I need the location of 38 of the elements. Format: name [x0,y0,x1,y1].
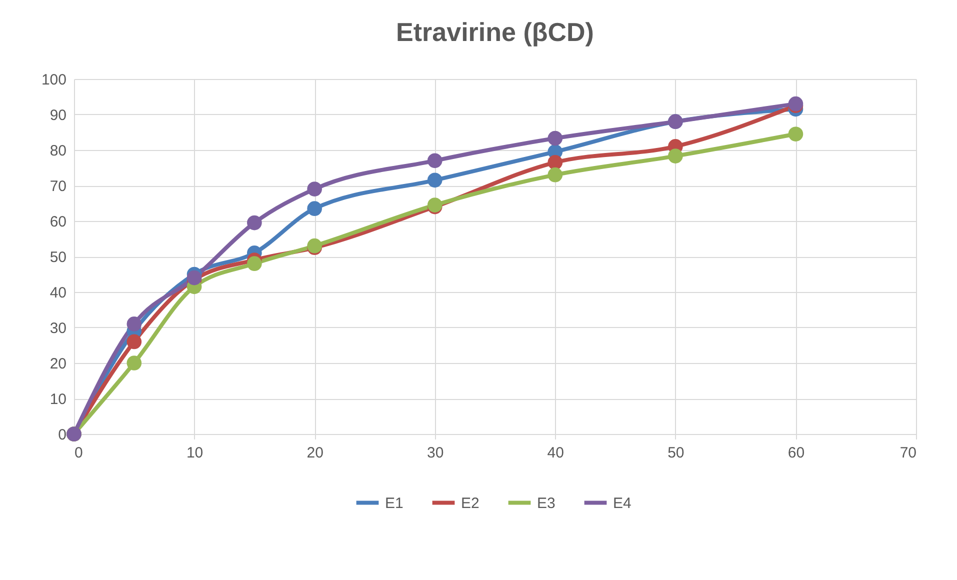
point [427,153,442,168]
x-tick-label: 50 [668,444,684,462]
chart-title: Etravirine (βCD) [396,17,594,47]
point [126,334,142,350]
x-tick-label: 30 [427,444,444,462]
y-tick-label: 20 [50,356,66,372]
point [427,172,442,188]
point [548,130,563,146]
legend-label: E2 [461,494,480,512]
point [548,167,563,182]
x-tick-label: 20 [306,444,324,462]
point [307,182,322,196]
point [548,155,563,170]
y-tick-label: 80 [50,142,66,160]
y-tick-label: 10 [50,391,66,408]
point [668,148,683,164]
point [307,201,322,216]
x-tick-label: 0 [74,444,83,462]
x-tick-label: 40 [547,444,564,462]
y-tick-label: 40 [50,284,66,302]
y-tick-label: 50 [50,249,66,266]
y-tick-label: 90 [50,107,66,124]
legend-label: E3 [537,494,556,512]
point [126,356,142,370]
point [247,256,262,271]
x-tick-label: 70 [900,444,916,462]
y-tick-label: 100 [41,72,66,88]
y-tick-label: 60 [50,214,66,230]
x-tick-label: 60 [788,444,805,462]
legend-label: E4 [613,494,632,512]
y-tick-label: 70 [50,178,66,195]
y-tick-label: 0 [58,426,66,444]
x-tick-label: 10 [186,444,204,462]
legend-label: E1 [385,494,404,512]
point [126,316,142,332]
y-tick-label: 30 [50,320,66,337]
point [788,126,804,142]
point [247,215,262,230]
